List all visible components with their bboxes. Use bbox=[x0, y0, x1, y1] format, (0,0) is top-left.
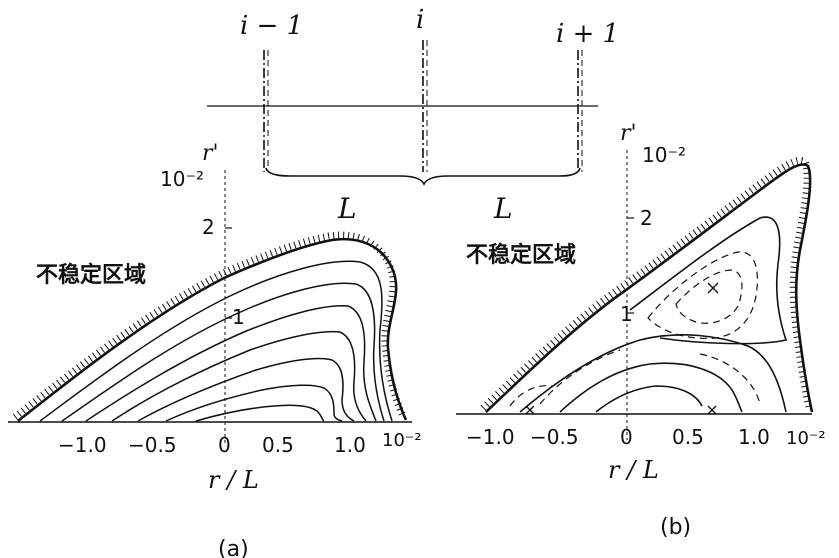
node-label-left: i − 1 bbox=[240, 11, 303, 41]
spacing-label-right: L bbox=[493, 192, 513, 225]
extremum-marker bbox=[707, 282, 719, 294]
panel-b-xtick-3: 0.5 bbox=[672, 425, 704, 449]
node-label-right: i + 1 bbox=[556, 19, 619, 49]
panel-a-y-label: r' bbox=[202, 141, 219, 166]
panel-a-ytick-2: 2 bbox=[202, 215, 215, 239]
node-label-mid: i bbox=[416, 5, 424, 35]
panel-b-ytick-1: 1 bbox=[620, 302, 633, 326]
panel-b-markers bbox=[525, 282, 719, 415]
grid-schematic bbox=[207, 40, 598, 186]
panel-a-ytick-1: 1 bbox=[232, 305, 245, 329]
panel-b-xtick-4: 1.0 bbox=[738, 425, 770, 449]
panel-a-xtick-2: 0 bbox=[218, 433, 231, 457]
panel-a: 2 1 r' 10⁻² −1.0 −0.5 0 0.5 1.0 10⁻² r /… bbox=[8, 141, 422, 558]
panel-b-y-label: r' bbox=[620, 121, 637, 146]
panel-a-caption: (a) bbox=[218, 537, 249, 558]
panel-b-xtick-1: −0.5 bbox=[530, 425, 579, 449]
panel-b-x-label: r / L bbox=[608, 456, 659, 484]
panel-b-region-label: 不稳定区域 bbox=[466, 242, 576, 268]
panel-a-xtick-1: −0.5 bbox=[128, 433, 177, 457]
panel-b-caption: (b) bbox=[660, 515, 691, 540]
panel-b: 2 1 r' 10⁻² −1.0 −0.5 0 0.5 1.0 10⁻² r /… bbox=[456, 121, 826, 540]
panel-b-y-scale: 10⁻² bbox=[642, 143, 686, 167]
extremum-marker bbox=[707, 405, 717, 415]
panel-b-contours bbox=[519, 216, 788, 413]
panel-a-y-scale: 10⁻² bbox=[160, 167, 204, 191]
panel-b-xtick-2: 0 bbox=[620, 425, 633, 449]
panel-a-x-label: r / L bbox=[208, 466, 259, 494]
panel-b-hatching bbox=[480, 157, 813, 411]
panel-a-xtick-0: −1.0 bbox=[58, 433, 107, 457]
panel-a-x-scale: 10⁻² bbox=[382, 430, 422, 451]
spacing-label-left: L bbox=[337, 192, 357, 225]
panel-b-ytick-2: 2 bbox=[640, 206, 653, 230]
spacing-brace bbox=[265, 167, 581, 186]
extremum-marker bbox=[525, 405, 535, 415]
panel-a-hatching bbox=[12, 231, 407, 420]
panel-a-boundary bbox=[17, 237, 408, 423]
panel-a-xtick-3: 0.5 bbox=[262, 433, 294, 457]
panel-a-region-label: 不稳定区域 bbox=[36, 262, 146, 288]
panel-a-contours bbox=[39, 260, 393, 422]
panel-b-boundary bbox=[485, 163, 814, 413]
panel-b-x-scale: 10⁻² bbox=[786, 428, 826, 449]
panel-a-xtick-4: 1.0 bbox=[334, 433, 366, 457]
panel-b-xtick-0: −1.0 bbox=[466, 425, 515, 449]
panel-b-dashed-contours bbox=[509, 251, 761, 407]
